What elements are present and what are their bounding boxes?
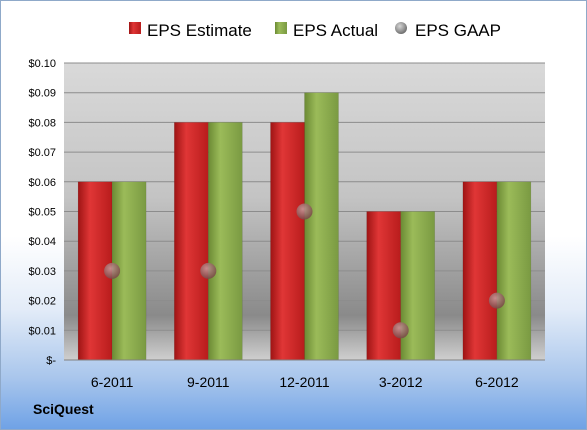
bars bbox=[77, 92, 532, 361]
y-tick-label: $- bbox=[46, 355, 56, 367]
gaap-marker bbox=[104, 262, 121, 279]
y-tick-label: $0.09 bbox=[28, 88, 56, 100]
y-tick-label: $0.10 bbox=[28, 58, 56, 70]
legend-label-actual: EPS Actual bbox=[293, 21, 378, 40]
bar-eps-estimate bbox=[174, 122, 209, 361]
y-tick-label: $0.08 bbox=[28, 117, 56, 129]
y-tick-label: $0.07 bbox=[28, 147, 56, 159]
legend: EPS Estimate EPS Actual EPS GAAP bbox=[129, 21, 501, 40]
gaap-marker bbox=[392, 322, 409, 339]
y-tick-label: $0.05 bbox=[28, 207, 56, 219]
x-category-label: 3-2012 bbox=[379, 374, 423, 390]
company-name: SciQuest bbox=[33, 401, 94, 417]
y-tick-label: $0.06 bbox=[28, 177, 56, 189]
legend-swatch-actual bbox=[275, 22, 287, 34]
bar-eps-estimate bbox=[462, 181, 498, 361]
gaap-marker bbox=[488, 292, 505, 309]
gaap-marker bbox=[200, 262, 217, 279]
gaap-marker bbox=[296, 203, 313, 220]
y-tick-label: $0.03 bbox=[28, 266, 56, 278]
bar-eps-actual bbox=[400, 211, 435, 361]
legend-label-gaap: EPS GAAP bbox=[415, 21, 501, 40]
x-category-label: 6-2011 bbox=[91, 374, 134, 390]
y-tick-label: $0.02 bbox=[28, 296, 56, 308]
bar-eps-actual bbox=[304, 92, 339, 361]
bar-eps-actual bbox=[496, 181, 532, 361]
x-axis-labels: 6-2011 9-2011 12-2011 3-2012 6-2012 bbox=[91, 374, 519, 390]
gaap-markers bbox=[104, 203, 505, 339]
legend-label-estimate: EPS Estimate bbox=[147, 21, 252, 40]
legend-swatch-gaap bbox=[395, 22, 407, 34]
y-tick-label: $0.01 bbox=[28, 325, 56, 337]
x-category-label: 9-2011 bbox=[187, 374, 230, 390]
legend-swatch-estimate bbox=[129, 22, 141, 34]
x-category-label: 12-2011 bbox=[279, 374, 330, 390]
bar-eps-estimate bbox=[366, 211, 401, 361]
y-tick-label: $0.04 bbox=[28, 236, 56, 248]
x-category-label: 6-2012 bbox=[475, 374, 519, 390]
y-axis-ticks: $- $0.01 $0.02 $0.03 $0.04 $0.05 $0.06 $0.07 $0.… bbox=[28, 58, 56, 367]
bar-eps-estimate bbox=[270, 122, 305, 361]
bar-eps-actual bbox=[208, 122, 243, 361]
